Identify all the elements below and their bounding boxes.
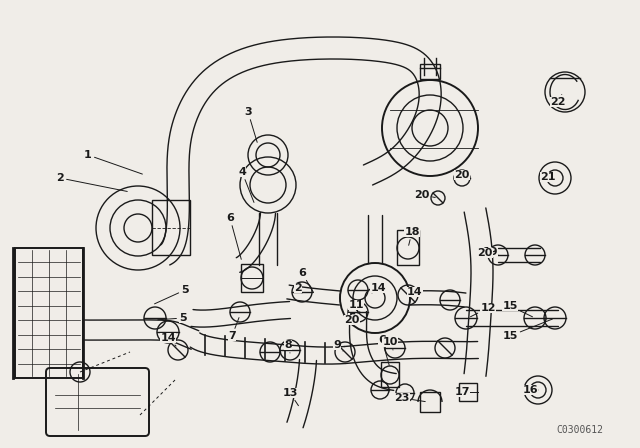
Text: 12: 12 bbox=[470, 303, 496, 317]
Text: 15: 15 bbox=[502, 301, 532, 317]
Text: 2: 2 bbox=[294, 283, 302, 293]
Text: 7: 7 bbox=[228, 318, 239, 341]
Text: 20: 20 bbox=[344, 312, 360, 325]
Text: 14: 14 bbox=[370, 283, 386, 293]
Text: 2: 2 bbox=[56, 173, 127, 191]
Text: 8: 8 bbox=[284, 340, 292, 353]
Bar bbox=[397, 231, 419, 266]
Text: 5: 5 bbox=[154, 285, 189, 304]
Text: C0300612: C0300612 bbox=[557, 425, 604, 435]
Text: 5: 5 bbox=[158, 313, 187, 323]
Bar bbox=[420, 392, 440, 412]
Text: 13: 13 bbox=[282, 388, 298, 406]
Text: 18: 18 bbox=[404, 227, 420, 246]
Text: 16: 16 bbox=[522, 385, 538, 395]
Text: 15: 15 bbox=[502, 319, 552, 341]
Text: 23: 23 bbox=[394, 393, 425, 403]
Text: 1: 1 bbox=[84, 150, 142, 174]
Text: 22: 22 bbox=[550, 95, 566, 107]
Text: 9: 9 bbox=[333, 340, 343, 351]
Bar bbox=[152, 200, 190, 255]
Text: 21: 21 bbox=[540, 172, 556, 182]
Text: 19: 19 bbox=[482, 247, 498, 257]
Text: 20: 20 bbox=[454, 170, 470, 180]
Text: 10: 10 bbox=[382, 337, 397, 350]
Text: 20: 20 bbox=[414, 190, 435, 200]
Bar bbox=[381, 362, 399, 388]
Bar bbox=[241, 264, 263, 292]
Text: 6: 6 bbox=[298, 268, 314, 293]
Text: 3: 3 bbox=[244, 107, 257, 142]
Text: 4: 4 bbox=[238, 167, 254, 202]
Text: 14: 14 bbox=[160, 333, 176, 346]
Text: 5: 5 bbox=[348, 312, 360, 323]
Text: 6: 6 bbox=[378, 335, 389, 365]
Text: 14: 14 bbox=[407, 287, 423, 297]
Text: 17: 17 bbox=[454, 387, 470, 397]
Text: 20: 20 bbox=[477, 248, 493, 258]
Bar bbox=[420, 65, 440, 79]
Bar bbox=[459, 383, 477, 401]
Text: 11: 11 bbox=[348, 300, 364, 312]
Bar bbox=[15, 248, 83, 378]
Text: 6: 6 bbox=[226, 213, 241, 259]
